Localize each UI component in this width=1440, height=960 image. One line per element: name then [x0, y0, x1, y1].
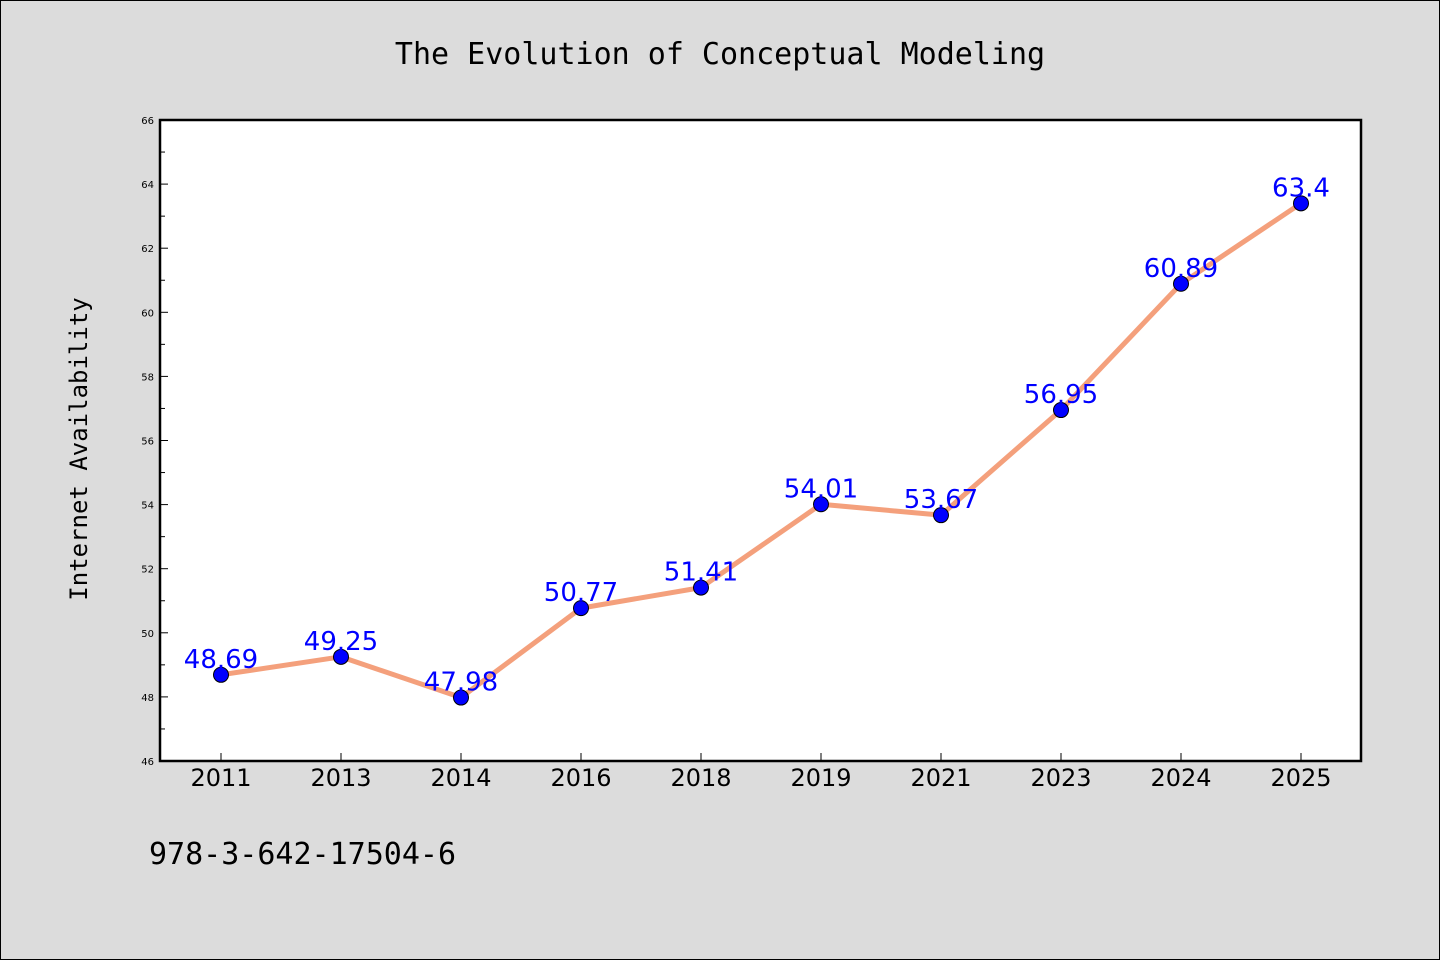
footer-isbn: 978-3-642-17504-6	[149, 837, 456, 872]
data-point-marker	[1293, 195, 1309, 212]
data-label: 50.77	[544, 578, 618, 608]
data-point-marker	[333, 648, 349, 665]
data-label: 48.69	[184, 645, 258, 675]
plot-frame	[158, 118, 1363, 763]
series-line	[218, 200, 1304, 701]
data-point-marker	[813, 496, 829, 513]
y-tick-label: 60	[141, 308, 154, 319]
x-tick-label: 2018	[670, 764, 731, 792]
data-label: 56.95	[1024, 380, 1098, 410]
data-point-marker	[453, 689, 469, 706]
plot-area	[160, 120, 1361, 761]
data-label: 60.89	[1144, 254, 1218, 284]
chart-marks: 46 48 50 52 54 56 58 60 62 64 66 2011 2013 2014 2016 20…	[141, 116, 1331, 792]
y-tick-label: 48	[141, 693, 154, 704]
data-label: 54.01	[784, 474, 858, 504]
x-tick-label: 2014	[430, 764, 491, 792]
y-tick-label: 46	[141, 757, 154, 768]
chart-title: The Evolution of Conceptual Modeling	[395, 37, 1045, 72]
data-point-marker	[933, 507, 949, 524]
y-tick-label: 64	[141, 180, 154, 191]
data-label: 49.25	[304, 627, 378, 657]
x-tick-label: 2011	[190, 764, 251, 792]
y-tick-label: 62	[141, 244, 154, 255]
data-point-marker	[213, 666, 229, 683]
x-tick-label: 2024	[1150, 764, 1211, 792]
data-label: 47.98	[424, 668, 498, 698]
y-tick-label: 50	[141, 629, 154, 640]
y-axis-label: Internet Availability	[65, 297, 93, 600]
data-point-marker	[1173, 275, 1189, 292]
data-label: 53.67	[904, 485, 978, 515]
data-point-marker	[693, 579, 709, 596]
x-tick-label: 2025	[1270, 764, 1331, 792]
x-tick-label: 2023	[1030, 764, 1091, 792]
data-point-marker	[573, 600, 589, 617]
y-tick-label: 58	[141, 372, 154, 383]
y-tick-label: 56	[141, 437, 154, 448]
y-tick-label: 66	[141, 116, 154, 127]
x-tick-label: 2016	[550, 764, 611, 792]
x-tick-label: 2013	[310, 764, 371, 792]
y-tick-label: 54	[141, 501, 154, 512]
data-point-marker	[1053, 402, 1069, 419]
y-tick-label: 52	[141, 565, 154, 576]
x-tick-label: 2021	[910, 764, 971, 792]
x-tick-label: 2019	[790, 764, 851, 792]
data-label: 51.41	[664, 558, 738, 588]
data-label: 63.4	[1272, 173, 1330, 203]
